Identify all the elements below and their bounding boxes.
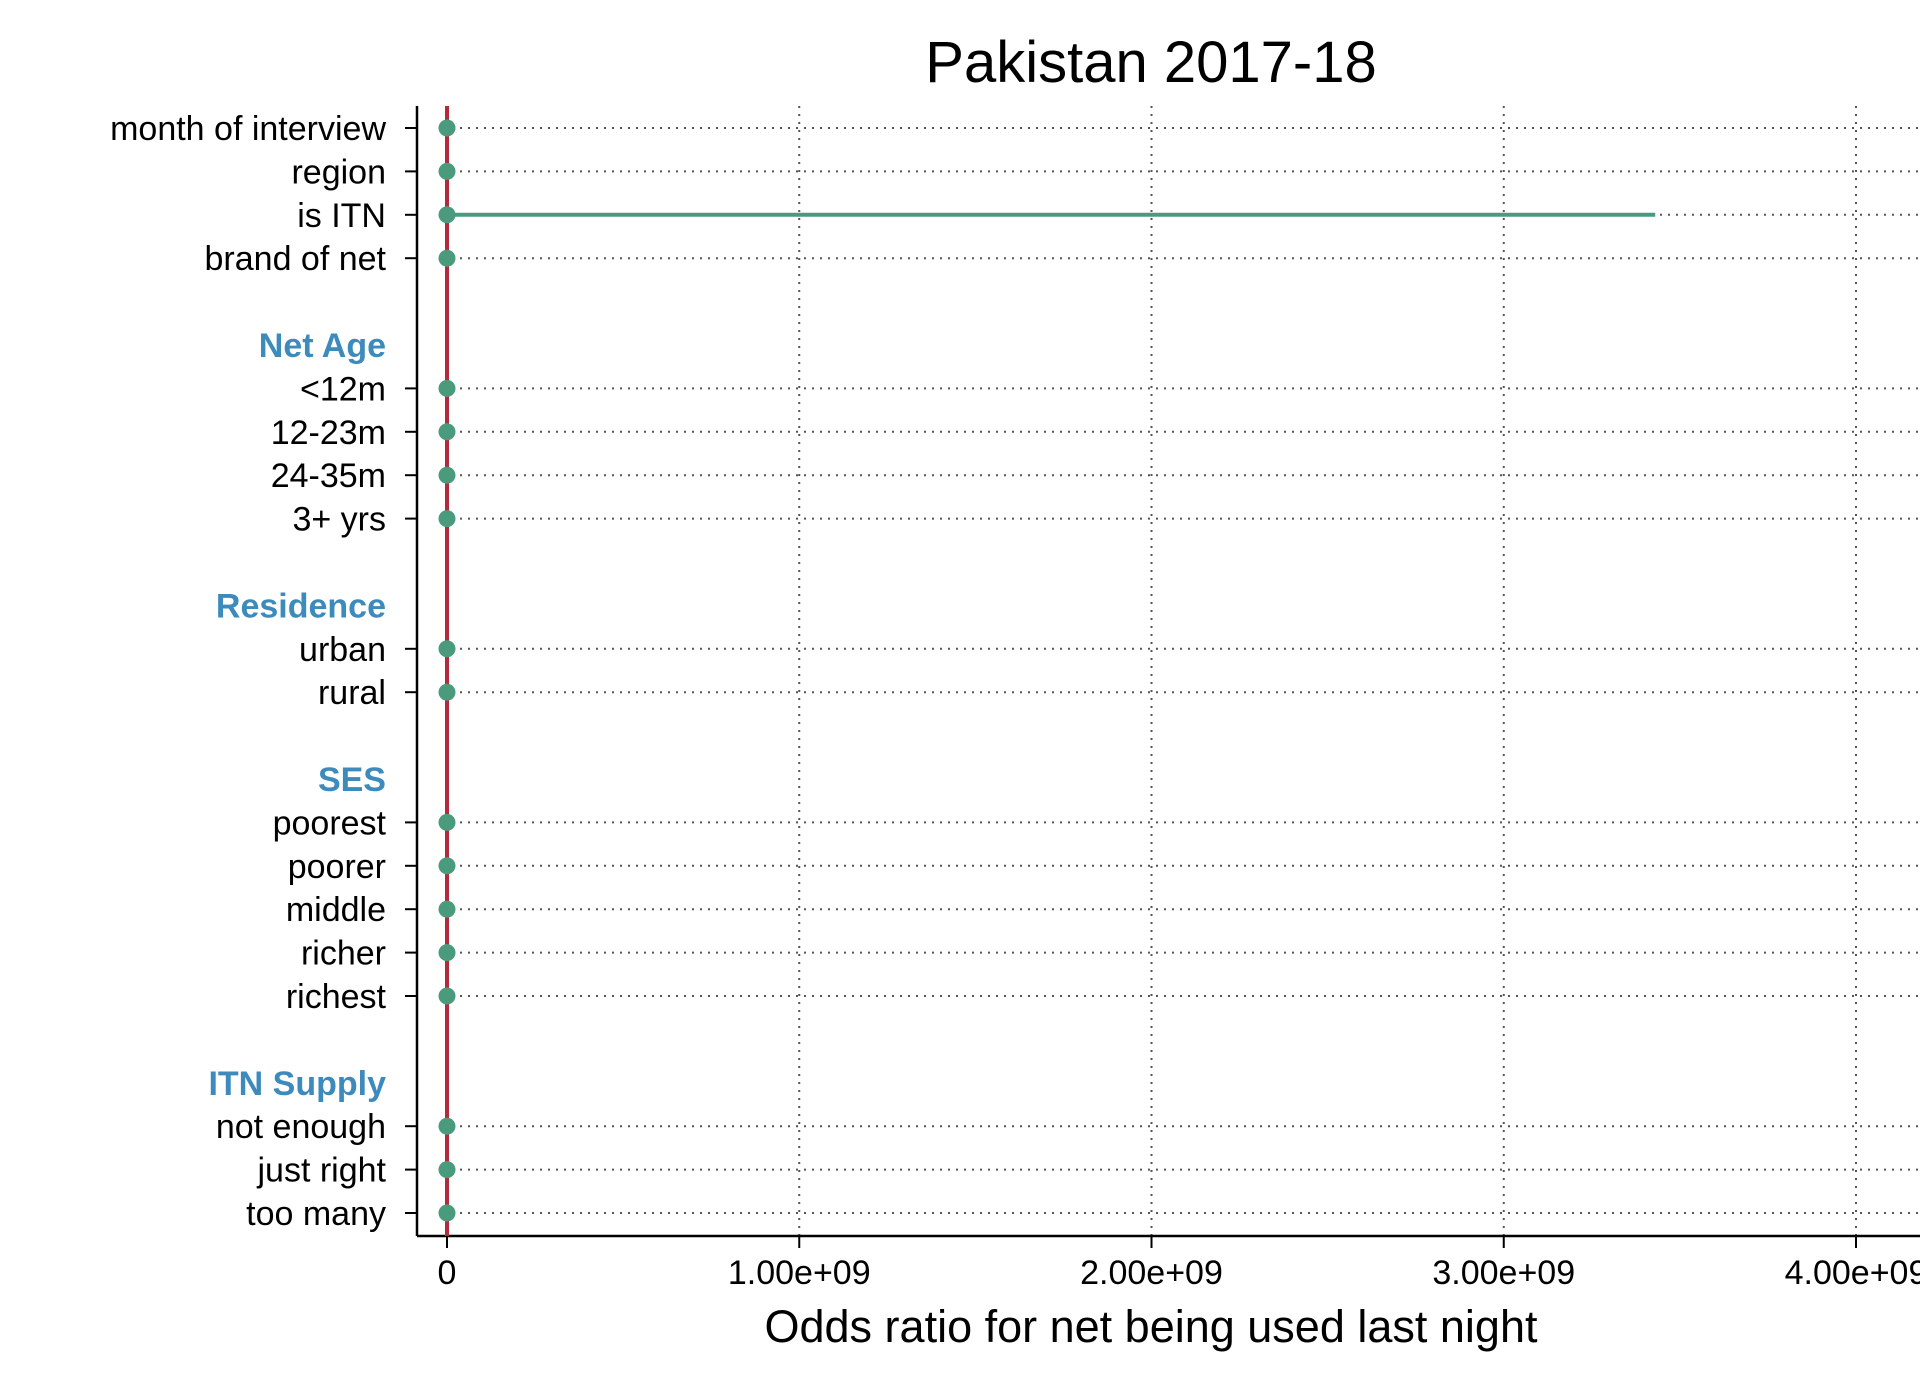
point-estimate xyxy=(438,813,456,831)
x-tick-label: 1.00e+09 xyxy=(728,1254,871,1292)
x-tick-label: 3.00e+09 xyxy=(1432,1254,1575,1292)
point-estimate xyxy=(438,900,456,918)
row-label: richest xyxy=(286,978,387,1016)
row-label: richer xyxy=(301,935,386,973)
point-estimates xyxy=(438,119,456,1222)
row-labels: month of interview region is ITN brand of n… xyxy=(110,110,386,1233)
row-label: too many xyxy=(246,1195,386,1233)
point-estimate xyxy=(438,423,456,441)
row-label: 24-35m xyxy=(271,457,386,495)
x-axis-title: Odds ratio for net being used last night xyxy=(765,1301,1538,1352)
point-estimate xyxy=(438,1117,456,1135)
group-label: Residence xyxy=(216,587,386,625)
point-estimate xyxy=(438,987,456,1005)
point-estimate xyxy=(438,683,456,701)
point-estimate xyxy=(438,162,456,180)
row-label: month of interview xyxy=(110,110,386,148)
point-estimate xyxy=(438,1161,456,1179)
row-label: rural xyxy=(318,674,386,712)
row-label: middle xyxy=(286,891,386,929)
point-estimate xyxy=(438,640,456,658)
x-tick-label: 0 xyxy=(438,1254,457,1292)
point-estimate xyxy=(438,379,456,397)
group-label: SES xyxy=(318,761,386,799)
point-estimate xyxy=(438,510,456,528)
axes: 0 1.00e+09 2.00e+09 3.00e+09 4.00e+09 xyxy=(405,106,1920,1292)
row-label: not enough xyxy=(216,1108,386,1146)
row-label: 12-23m xyxy=(271,414,386,452)
group-label: ITN Supply xyxy=(208,1065,386,1103)
point-estimate xyxy=(438,119,456,137)
row-label: <12m xyxy=(300,370,386,408)
row-label: urban xyxy=(299,631,386,669)
row-label: poorest xyxy=(273,804,387,842)
row-label: just right xyxy=(257,1152,387,1190)
row-label: brand of net xyxy=(205,240,387,278)
grid xyxy=(460,106,1920,1236)
x-tick-label: 2.00e+09 xyxy=(1080,1254,1223,1292)
row-label: region xyxy=(291,153,386,191)
row-label: 3+ yrs xyxy=(292,501,386,539)
row-label: is ITN xyxy=(297,197,386,235)
chart-title: Pakistan 2017-18 xyxy=(925,30,1376,95)
point-estimate xyxy=(438,857,456,875)
point-estimate xyxy=(438,249,456,267)
group-label: Net Age xyxy=(259,327,386,365)
x-tick-label: 4.00e+09 xyxy=(1785,1254,1920,1292)
point-estimate xyxy=(438,944,456,962)
point-estimate xyxy=(438,206,456,224)
point-estimate xyxy=(438,466,456,484)
point-estimate xyxy=(438,1204,456,1222)
row-label: poorer xyxy=(288,848,386,886)
